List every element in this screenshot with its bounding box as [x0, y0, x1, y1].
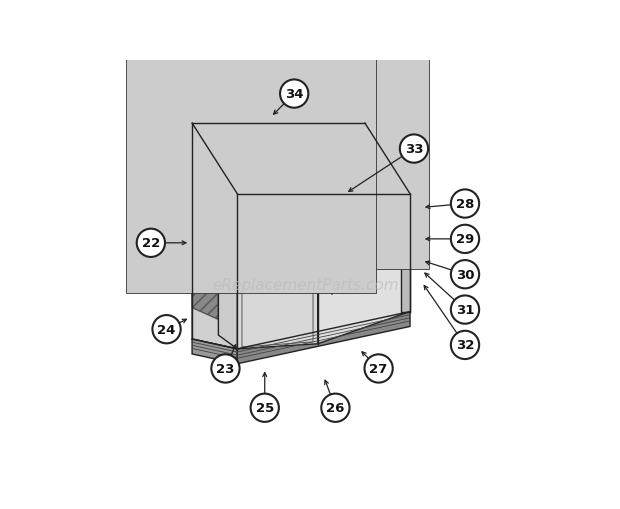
Circle shape	[451, 190, 479, 218]
Polygon shape	[192, 340, 237, 364]
Text: 31: 31	[456, 303, 474, 317]
Polygon shape	[218, 194, 237, 349]
Text: 27: 27	[370, 362, 388, 375]
Polygon shape	[192, 124, 218, 320]
Text: 34: 34	[285, 88, 303, 101]
Ellipse shape	[243, 166, 259, 177]
Text: 22: 22	[142, 237, 160, 250]
FancyBboxPatch shape	[179, 25, 429, 270]
Ellipse shape	[204, 142, 298, 201]
Polygon shape	[192, 124, 410, 194]
Circle shape	[451, 331, 479, 359]
Polygon shape	[192, 124, 237, 349]
Text: 33: 33	[405, 143, 423, 156]
Text: 25: 25	[255, 402, 274, 414]
Polygon shape	[237, 194, 317, 349]
Circle shape	[153, 316, 180, 344]
Circle shape	[365, 355, 392, 383]
Polygon shape	[317, 194, 410, 344]
Text: 23: 23	[216, 362, 234, 375]
Text: 28: 28	[456, 197, 474, 211]
Polygon shape	[401, 239, 413, 247]
Circle shape	[211, 355, 239, 383]
Text: 29: 29	[456, 233, 474, 246]
Circle shape	[137, 229, 165, 258]
Circle shape	[280, 80, 308, 108]
Text: eReplacementParts.com: eReplacementParts.com	[213, 277, 399, 292]
Ellipse shape	[265, 123, 343, 172]
Polygon shape	[401, 194, 410, 312]
FancyBboxPatch shape	[126, 49, 376, 294]
Text: 26: 26	[326, 402, 345, 414]
Circle shape	[400, 135, 428, 163]
Text: 30: 30	[456, 268, 474, 281]
Circle shape	[451, 225, 479, 253]
Circle shape	[321, 394, 350, 422]
Polygon shape	[401, 250, 413, 259]
Circle shape	[250, 394, 279, 422]
Circle shape	[451, 261, 479, 289]
Text: 24: 24	[157, 323, 175, 336]
Polygon shape	[237, 194, 410, 349]
Circle shape	[451, 296, 479, 324]
Ellipse shape	[210, 146, 292, 197]
Polygon shape	[237, 312, 410, 364]
Polygon shape	[401, 227, 413, 236]
Text: 32: 32	[456, 339, 474, 352]
Ellipse shape	[296, 143, 312, 152]
Ellipse shape	[259, 119, 349, 176]
